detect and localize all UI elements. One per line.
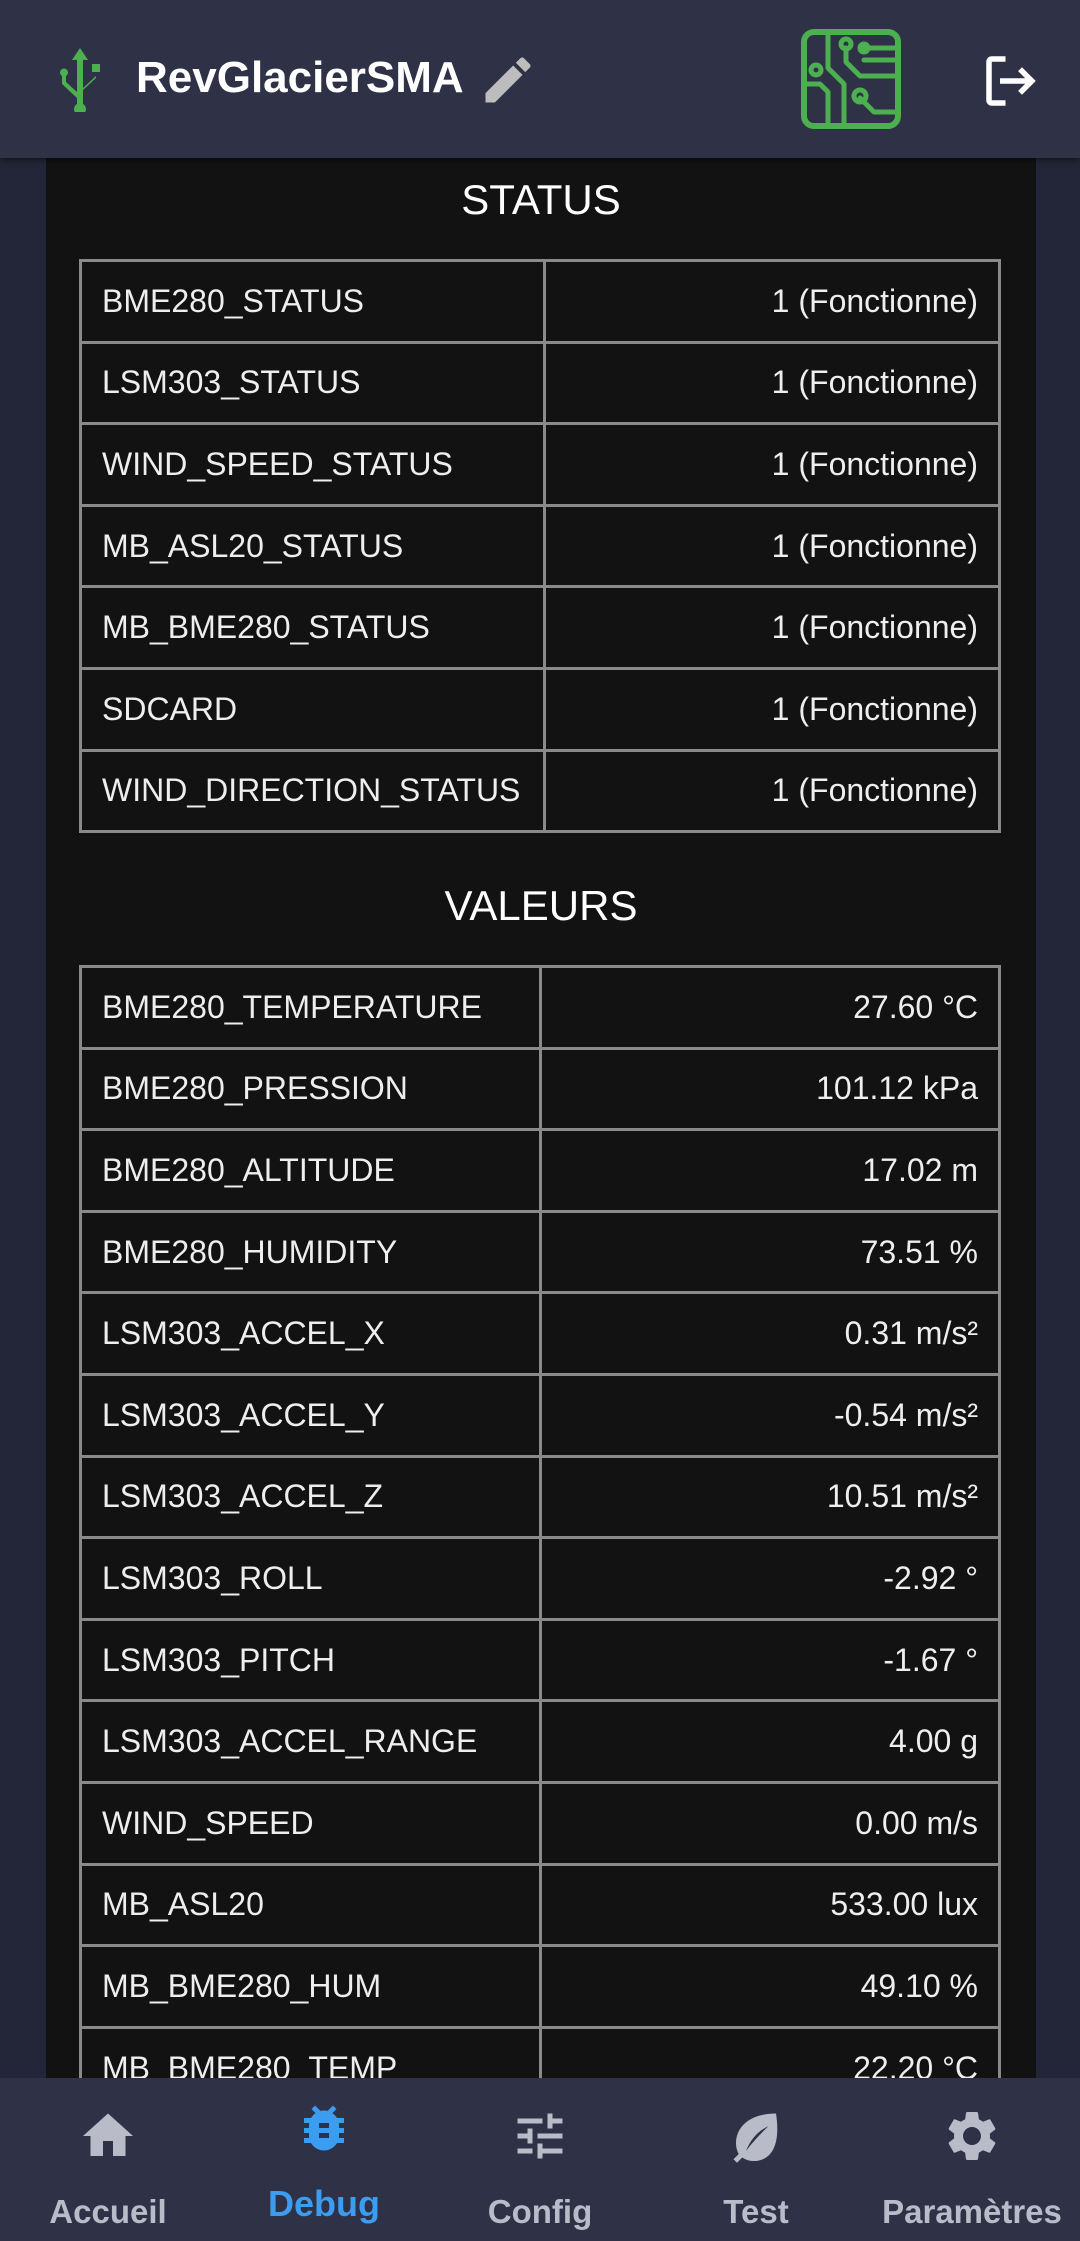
- values-section-title: VALEURS: [444, 882, 638, 929]
- leaf-icon: [733, 2113, 778, 2163]
- nav-label: Config: [487, 2193, 593, 2230]
- debug-content[interactable]: STATUS BME280_STATUS 1 (Fonctionne) LSM303…: [46, 158, 1036, 2078]
- table-row: MB_ASL20_STATUS 1 (Fonctionne): [79, 503, 1001, 589]
- nav-item-debug[interactable]: Debug: [216, 2078, 432, 2241]
- usb-icon: [60, 48, 100, 112]
- row-label: MB_ASL20_STATUS: [79, 503, 546, 589]
- app-header: RevGlacierSMA: [0, 0, 1080, 158]
- row-label: LSM303_ACCEL_Z: [79, 1454, 542, 1540]
- row-label: BME280_PRESSION: [79, 1046, 542, 1132]
- bug-icon: [304, 2105, 344, 2151]
- table-row: MB_ASL20 533.00 lux: [79, 1862, 1001, 1948]
- row-value: 27.60 °C: [539, 965, 1001, 1050]
- table-row: LSM303_PITCH -1.67 °: [79, 1617, 1001, 1703]
- nav-item-accueil[interactable]: Accueil: [0, 2078, 216, 2241]
- table-row: BME280_PRESSION 101.12 kPa: [79, 1046, 1001, 1132]
- nav-item-parametres[interactable]: Paramètres: [864, 2078, 1080, 2241]
- sliders-icon: [517, 2113, 563, 2159]
- row-value: 0.31 m/s²: [539, 1291, 1001, 1376]
- row-label: MB_ASL20: [79, 1862, 542, 1948]
- gear-icon: [948, 2112, 996, 2160]
- table-row: BME280_TEMPERATURE 27.60 °C: [79, 965, 1001, 1050]
- row-value: 22.20 °C: [539, 2025, 1001, 2078]
- nav-item-config[interactable]: Config: [432, 2078, 648, 2241]
- row-label: BME280_STATUS: [79, 259, 546, 344]
- table-row: BME280_HUMIDITY 73.51 %: [79, 1209, 1001, 1295]
- row-value: -1.67 °: [539, 1617, 1001, 1703]
- row-value: 1 (Fonctionne): [543, 503, 1001, 589]
- nav-label: Accueil: [49, 2193, 167, 2230]
- table-row: MB_BME280_TEMP 22.20 °C: [79, 2025, 1001, 2078]
- row-value: 1 (Fonctionne): [543, 259, 1001, 344]
- values-table: BME280_TEMPERATURE 27.60 °C BME280_PRESSIO…: [79, 965, 1001, 2078]
- table-row: LSM303_ACCEL_X 0.31 m/s²: [79, 1291, 1001, 1376]
- row-label: MB_BME280_TEMP: [79, 2025, 542, 2078]
- row-label: LSM303_ACCEL_Y: [79, 1372, 542, 1458]
- row-label: LSM303_ACCEL_X: [79, 1291, 542, 1376]
- row-value: 0.00 m/s: [539, 1780, 1001, 1866]
- row-label: WIND_SPEED: [79, 1780, 542, 1866]
- table-row: SDCARD 1 (Fonctionne): [79, 666, 1001, 752]
- row-value: 1 (Fonctionne): [543, 666, 1001, 752]
- row-value: 1 (Fonctionne): [543, 340, 1001, 426]
- table-row: LSM303_ROLL -2.92 °: [79, 1536, 1001, 1621]
- table-row: LSM303_ACCEL_RANGE 4.00 g: [79, 1699, 1001, 1784]
- bottom-navigation: Accueil Debug Config Test Paramètres: [0, 2078, 1080, 2241]
- row-value: 49.10 %: [539, 1944, 1001, 2029]
- row-value: 1 (Fonctionne): [543, 585, 1001, 670]
- row-value: 533.00 lux: [539, 1862, 1001, 1948]
- row-value: 1 (Fonctionne): [543, 748, 1001, 834]
- row-label: LSM303_STATUS: [79, 340, 546, 426]
- table-row: BME280_ALTITUDE 17.02 m: [79, 1128, 1001, 1213]
- device-title: RevGlacierSMA: [136, 53, 464, 102]
- table-row: LSM303_ACCEL_Z 10.51 m/s²: [79, 1454, 1001, 1540]
- nav-label: Test: [723, 2193, 789, 2230]
- nav-label: Debug: [268, 2183, 380, 2224]
- table-row: WIND_SPEED_STATUS 1 (Fonctionne): [79, 422, 1001, 507]
- row-label: WIND_SPEED_STATUS: [79, 422, 546, 507]
- status-table: BME280_STATUS 1 (Fonctionne) LSM303_STATUS…: [79, 259, 1001, 834]
- circuit-board-icon[interactable]: [800, 28, 902, 130]
- row-label: LSM303_PITCH: [79, 1617, 542, 1703]
- pencil-icon[interactable]: [478, 50, 538, 110]
- row-value: 73.51 %: [539, 1209, 1001, 1295]
- row-label: BME280_TEMPERATURE: [79, 965, 542, 1050]
- table-row: WIND_DIRECTION_STATUS 1 (Fonctionne): [79, 748, 1001, 834]
- nav-item-test[interactable]: Test: [648, 2078, 864, 2241]
- row-label: MB_BME280_HUM: [79, 1944, 542, 2029]
- row-value: 10.51 m/s²: [539, 1454, 1001, 1540]
- row-label: LSM303_ROLL: [79, 1536, 542, 1621]
- row-label: WIND_DIRECTION_STATUS: [79, 748, 546, 834]
- table-row: MB_BME280_HUM 49.10 %: [79, 1944, 1001, 2029]
- table-row: LSM303_STATUS 1 (Fonctionne): [79, 340, 1001, 426]
- row-label: LSM303_ACCEL_RANGE: [79, 1699, 542, 1784]
- table-row: BME280_STATUS 1 (Fonctionne): [79, 259, 1001, 344]
- logout-icon[interactable]: [978, 48, 1044, 114]
- row-label: BME280_HUMIDITY: [79, 1209, 542, 1295]
- table-row: MB_BME280_STATUS 1 (Fonctionne): [79, 585, 1001, 670]
- row-label: BME280_ALTITUDE: [79, 1128, 542, 1213]
- home-icon: [83, 2113, 133, 2156]
- row-value: 4.00 g: [539, 1699, 1001, 1784]
- status-section-title: STATUS: [461, 176, 621, 223]
- row-value: 101.12 kPa: [539, 1046, 1001, 1132]
- row-value: 17.02 m: [539, 1128, 1001, 1213]
- row-value: 1 (Fonctionne): [543, 422, 1001, 507]
- table-row: WIND_SPEED 0.00 m/s: [79, 1780, 1001, 1866]
- table-row: LSM303_ACCEL_Y -0.54 m/s²: [79, 1372, 1001, 1458]
- row-value: -2.92 °: [539, 1536, 1001, 1621]
- nav-label: Paramètres: [882, 2193, 1062, 2230]
- row-label: SDCARD: [79, 666, 546, 752]
- row-value: -0.54 m/s²: [539, 1372, 1001, 1458]
- row-label: MB_BME280_STATUS: [79, 585, 546, 670]
